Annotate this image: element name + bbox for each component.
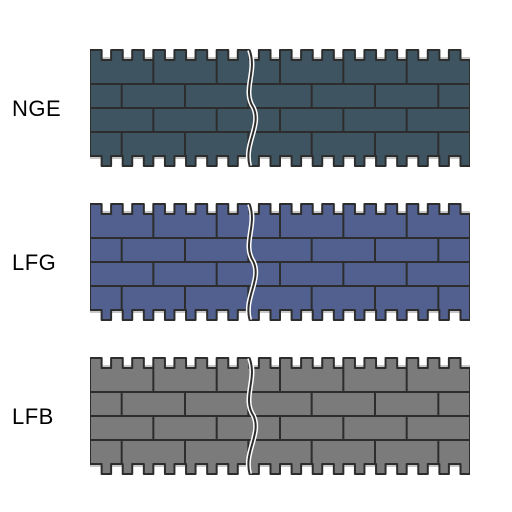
belt-graphic-lfb xyxy=(90,356,470,476)
belt-label-lfg: LFG xyxy=(12,250,56,276)
belt-graphic-lfg xyxy=(90,202,470,322)
belt-graphic-nge xyxy=(90,48,470,168)
belt-label-nge: NGE xyxy=(12,96,61,122)
belt-label-lfb: LFB xyxy=(12,404,54,430)
